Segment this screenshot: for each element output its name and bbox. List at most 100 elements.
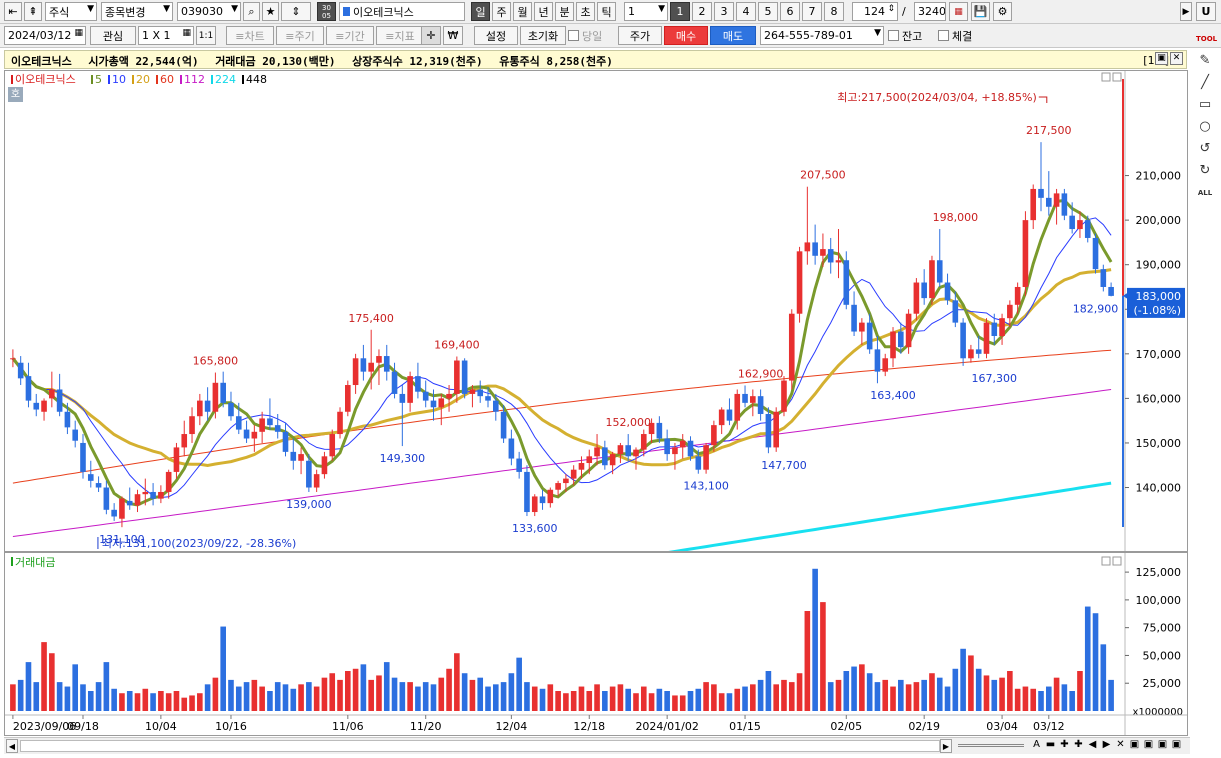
period-button-6[interactable]: 틱 [597,2,616,21]
scroll-right-icon[interactable]: ▶ [1180,2,1192,21]
page-button-2[interactable]: 2 [692,2,712,21]
main-toolbar: ⇤ ⇞ 주식 ▼ 종목변경 ▼ 039030 ▼ ⌕ ★ ⇕ 30 05 이오테크닉스 … [0,0,1221,24]
pencil-icon[interactable]: ✎ [1199,53,1211,68]
volume-minimize-icon [1101,556,1111,566]
copy-icon[interactable]: ▣ [1157,739,1168,750]
rectangle-icon[interactable]: ▭ [1198,97,1212,112]
chevron-down-icon: ▼ [658,4,665,14]
badge-3005[interactable]: 30 05 [317,2,336,21]
export-icon[interactable]: ▣ [1171,739,1182,750]
updown-icon[interactable]: ⇕ [281,2,311,21]
restore-icon[interactable]: ▣ [1155,52,1168,65]
sell-button[interactable]: 매도 [710,26,756,45]
redo-icon[interactable]: ↻ [1199,163,1211,178]
scroll-right-icon[interactable]: ▶ [940,739,952,753]
page-button-8[interactable]: 8 [824,2,844,21]
range-button[interactable]: ≡기간 [326,26,374,45]
volume-pane[interactable]: 25,000 50,000 75,000 100,000 125,000 x1000000… [4,552,1188,736]
ratio-button[interactable]: 1:1 [196,26,216,45]
filled-checkbox[interactable]: 체결 [938,26,972,45]
erase-all-icon[interactable]: ALL [1197,189,1213,197]
won-icon[interactable]: ₩ [443,26,463,45]
candle-body [80,442,86,472]
candle-body [41,400,47,412]
crosshair-icon[interactable]: ✛ [421,26,441,45]
interval-select[interactable]: 1 ▼ [624,2,668,21]
stock-change-select[interactable]: 종목변경 ▼ [101,2,173,21]
print-icon[interactable]: ▣ [1143,739,1154,750]
period-button-2[interactable]: 월 [513,2,532,21]
page-button-5[interactable]: 5 [758,2,778,21]
horizontal-scrollbar[interactable] [20,740,940,752]
candle-body [570,469,577,479]
zoom-in-icon[interactable]: ✚ [1060,739,1069,750]
period-button-0[interactable]: 일 [471,2,490,21]
circle-icon[interactable]: ○ [1199,119,1211,134]
prev-icon[interactable]: ◀ [1088,739,1097,750]
undo-icon[interactable]: ↺ [1199,141,1211,156]
indicator-button[interactable]: ≡지표 [376,26,424,45]
layout-select[interactable]: 1 X 1 ▦ [138,26,194,45]
today-checkbox[interactable]: 당일 [568,26,602,45]
date-field[interactable]: 2024/03/12 ▦ [4,26,86,45]
minus-icon[interactable]: ▬ [1045,739,1056,750]
tool-label[interactable]: TOOL [1196,35,1218,43]
count-input[interactable]: 124 ⇕ [852,2,898,21]
zoom-slider[interactable] [958,744,1024,747]
candle-body [212,382,219,412]
info-trade-value: 거래대금 20,130(백만) [215,55,336,68]
price-pane[interactable]: 140,000150,000160,000170,000180,000190,0… [4,70,1188,561]
close-icon[interactable]: ✕ [1170,52,1183,65]
search-icon[interactable]: ⌕ [243,2,260,21]
save-icon[interactable]: 💾 [971,2,990,21]
settings-button[interactable]: 설정 [474,26,518,45]
page-button-3[interactable]: 3 [714,2,734,21]
excel-icon[interactable]: ▣ [1129,739,1140,750]
volume-bar [103,662,110,711]
period-button-4[interactable]: 분 [555,2,574,21]
candle-body [734,393,741,421]
user-button[interactable]: U [1196,2,1216,21]
period-button-3[interactable]: 년 [534,2,553,21]
line-icon[interactable]: ╱ [1201,75,1209,90]
price-chart: 140,000150,000160,000170,000180,000190,0… [10,71,1185,561]
buy-button[interactable]: 매수 [664,26,708,45]
font-icon[interactable]: A [1033,739,1040,750]
page-button-6[interactable]: 6 [780,2,800,21]
volume-bar [695,688,702,711]
price-annotation: 175,400 [348,312,394,325]
star-icon[interactable]: ★ [262,2,279,21]
page-button-4[interactable]: 4 [736,2,756,21]
nav-up-icon[interactable]: ⇞ [24,2,42,21]
period-button-5[interactable]: 초 [576,2,595,21]
volume-bar [625,688,632,711]
grid-color-icon[interactable]: ▦ [949,2,968,21]
period-button-1[interactable]: 주 [492,2,511,21]
scroll-left-icon[interactable]: ◀ [6,739,18,753]
cycle-button[interactable]: ≡주기 [276,26,324,45]
chevron-down-icon: ▼ [874,28,881,38]
candle-body [150,491,156,499]
candle-body [936,260,943,283]
price-button[interactable]: 주가 [618,26,662,45]
stock-name-field[interactable]: 이오테크닉스 [339,2,465,21]
reset-icon[interactable]: ✕ [1116,739,1125,750]
candle-body [952,300,959,323]
chart-type-button[interactable]: ≡차트 [226,26,274,45]
watchlist-button[interactable]: 관심 [90,26,136,45]
zoom-out-icon[interactable]: ✚ [1074,739,1083,750]
stock-code-input[interactable]: 039030 ▼ [177,2,241,21]
balance-checkbox[interactable]: 잔고 [888,26,922,45]
page-button-1[interactable]: 1 [670,2,690,21]
next-icon[interactable]: ▶ [1102,739,1111,750]
x-tick-label: 09/18 [67,720,99,733]
order-book-badge[interactable]: 호 [8,87,23,102]
market-type-select[interactable]: 주식 ▼ [45,2,97,21]
page-button-7[interactable]: 7 [802,2,822,21]
candle-body [524,471,530,513]
gear-icon[interactable]: ⚙ [993,2,1012,21]
reset-button[interactable]: 초기화 [520,26,566,45]
nav-first-icon[interactable]: ⇤ [4,2,22,21]
account-select[interactable]: 264-555-789-01 ▼ [760,26,884,45]
candle-body [438,398,445,408]
